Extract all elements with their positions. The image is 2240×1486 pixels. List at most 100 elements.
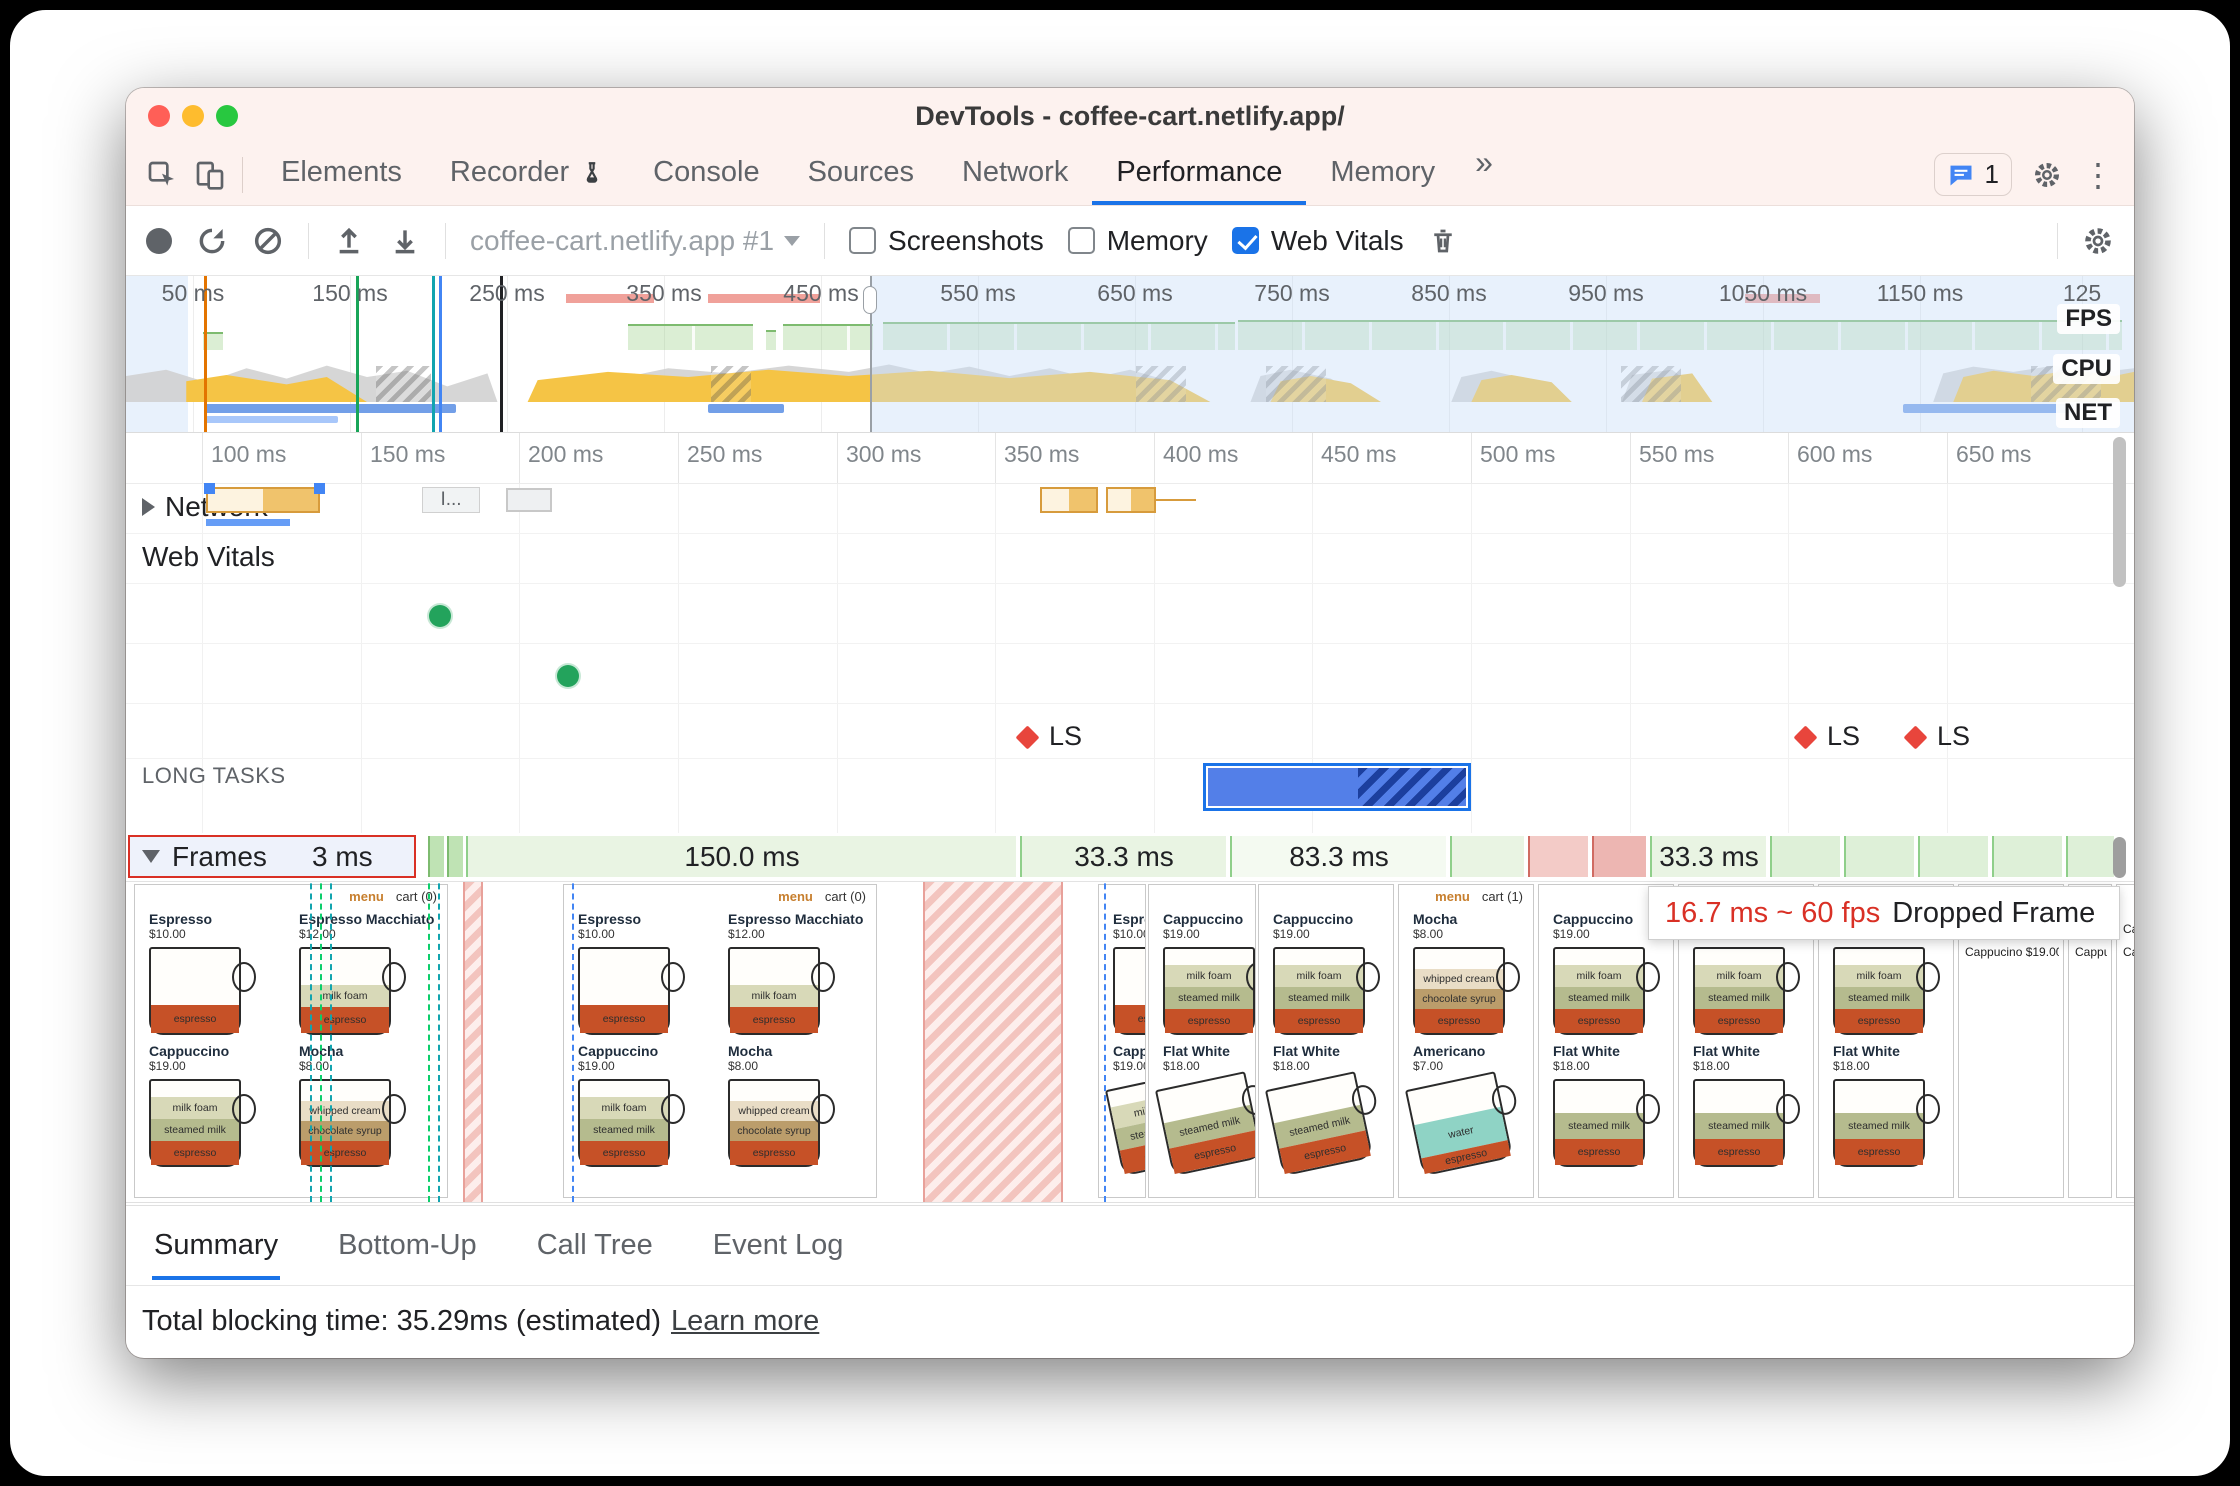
screenshots-checkbox[interactable]: [849, 227, 877, 254]
reload-and-record-icon[interactable]: [196, 225, 228, 257]
filmstrip-frame[interactable]: Cappucino $19.00 x 1 -+ Cappuc $19.0 -+: [2116, 884, 2134, 1198]
tab-call-tree[interactable]: Call Tree: [536, 1229, 653, 1261]
settings-gear-icon[interactable]: [2032, 160, 2062, 190]
overview-time-label: 550 ms: [940, 280, 1016, 306]
webvitals-checkbox-row[interactable]: Web Vitals: [1231, 225, 1404, 257]
frame-segment[interactable]: 33.3 ms: [1020, 836, 1226, 877]
tab-memory[interactable]: Memory: [1330, 156, 1436, 188]
frame-segment[interactable]: [2066, 836, 2114, 877]
frames-track-header-highlight[interactable]: Frames 3 ms: [128, 835, 416, 878]
cup-layer: steamed milk: [1555, 1113, 1643, 1139]
learn-more-link[interactable]: Learn more: [671, 1304, 820, 1337]
overview-gridline: [664, 276, 665, 432]
fps-bar: [628, 324, 753, 350]
record-button[interactable]: [146, 227, 172, 254]
tab-summary[interactable]: Summary: [152, 1211, 281, 1280]
frame-segment[interactable]: [1450, 836, 1524, 877]
tab-sources[interactable]: Sources: [807, 156, 914, 188]
trash-icon[interactable]: [1428, 226, 1458, 256]
cup-layer: whipped cream: [730, 1101, 818, 1121]
web-vitals-good-marker[interactable]: [557, 665, 579, 687]
network-request-bar[interactable]: [206, 487, 320, 513]
frame-segment[interactable]: [1592, 836, 1646, 877]
cup-layer: steamed milk: [1835, 1113, 1923, 1139]
ruler-divider: [126, 483, 2134, 484]
load-profile-icon[interactable]: [333, 225, 365, 257]
filmstrip-frame[interactable]: menu cart (1) Mocha $8.00 whipped cream c…: [1398, 884, 1534, 1198]
more-tabs-chevron-icon[interactable]: »: [1475, 144, 1493, 180]
overview-cpu-chart: [126, 350, 2134, 402]
expand-arrow-icon[interactable]: [142, 498, 155, 516]
close-window-button[interactable]: [148, 105, 170, 127]
app-menu-link: menu: [778, 889, 813, 904]
frame-segment[interactable]: [1992, 836, 2062, 877]
tab-bottom-up[interactable]: Bottom-Up: [338, 1229, 477, 1261]
kebab-menu-icon[interactable]: ⋮: [2082, 156, 2114, 193]
network-request-clipped[interactable]: I...: [422, 487, 480, 513]
tab-performance[interactable]: Performance: [1092, 144, 1307, 205]
network-request-bar[interactable]: [1040, 487, 1098, 513]
long-task-bar-selected[interactable]: [1203, 763, 1471, 811]
inspect-element-icon[interactable]: [146, 159, 178, 191]
zoom-window-button[interactable]: [216, 105, 238, 127]
timeline-overview[interactable]: 50 ms 150 ms 250 ms 350 ms 450 ms 550 ms 650 m…: [126, 276, 2134, 433]
message-bubble-icon: [1947, 161, 1975, 189]
minimize-window-button[interactable]: [182, 105, 204, 127]
long-tasks-track-header[interactable]: LONG TASKS: [142, 763, 286, 788]
tab-network[interactable]: Network: [961, 156, 1069, 188]
memory-checkbox-row[interactable]: Memory: [1067, 225, 1208, 257]
app-cart-link: cart (0): [824, 889, 866, 904]
coffee-menu-item: Espresso Macchiato $12.00 milk foam espre…: [720, 909, 870, 1041]
tab-elements[interactable]: Elements: [281, 156, 402, 188]
capture-settings-gear-icon[interactable]: [2082, 225, 2114, 257]
profile-select[interactable]: coffee-cart.netlify.app #1: [470, 225, 801, 257]
timeline-detail[interactable]: 100 ms 150 ms 200 ms 250 ms 300 ms 350 m…: [126, 433, 2134, 833]
frame-segment[interactable]: [1918, 836, 1988, 877]
vertical-scrollbar[interactable]: [2113, 437, 2126, 587]
clear-icon[interactable]: [252, 225, 284, 257]
coffee-name: Cappuccino: [1113, 1043, 1145, 1059]
cup-layer: espresso: [301, 1141, 389, 1165]
overview-window-edge[interactable]: [870, 276, 872, 432]
tab-recorder[interactable]: Recorder: [426, 144, 629, 205]
screenshots-checkbox-row[interactable]: Screenshots: [849, 225, 1044, 257]
frame-segment[interactable]: [447, 836, 463, 877]
ruler-tick: 650 ms: [1947, 433, 2031, 483]
network-request-bar[interactable]: [506, 488, 552, 512]
save-profile-icon[interactable]: [389, 225, 421, 257]
frame-segment[interactable]: [1770, 836, 1840, 877]
network-request-bar[interactable]: [1106, 487, 1156, 513]
issues-counter[interactable]: 1: [1933, 153, 2012, 196]
frame-segment[interactable]: 150.0 ms: [466, 836, 1016, 877]
coffee-price: $8.00: [1413, 927, 1444, 941]
filmstrip-frame[interactable]: menu cart (0) Espresso $10.00 espresso: [134, 884, 448, 1198]
cart-item-text: Cappuc $19.0: [2123, 944, 2134, 959]
web-vitals-track-header[interactable]: Web Vitals: [142, 541, 275, 572]
collapse-arrow-icon[interactable]: [142, 850, 160, 863]
web-vitals-good-marker[interactable]: [429, 605, 451, 627]
coffee-name: Cappuccino: [1163, 911, 1244, 927]
frame-segment[interactable]: 83.3 ms: [1230, 836, 1446, 877]
frames-track[interactable]: 150.0 ms 33.3 ms 83.3 ms 33.3 ms: [126, 833, 2134, 882]
app-header: menu cart (0): [564, 885, 876, 907]
filmstrip-frame[interactable]: Espresso $10.00 espresso Cappuccino $19.…: [1098, 884, 1146, 1198]
memory-checkbox[interactable]: [1067, 227, 1095, 254]
frame-segment[interactable]: 33.3 ms: [1650, 836, 1766, 877]
coffee-name: Espresso Macchiato: [728, 911, 864, 927]
frames-scrollbar[interactable]: [2113, 837, 2126, 878]
frame-segment[interactable]: [1844, 836, 1914, 877]
cpu-hatch-area: [711, 365, 751, 402]
coffee-menu-item: Mocha $8.00 whipped cream chocolate syrup…: [720, 1041, 870, 1173]
traffic-lights: [148, 105, 238, 127]
coffee-price: $12.00: [728, 927, 765, 941]
overview-window-handle[interactable]: [863, 286, 877, 314]
filmstrip-frame[interactable]: menu cart (0) Espresso $10.00 espresso: [563, 884, 877, 1198]
tab-console[interactable]: Console: [653, 156, 760, 188]
webvitals-checkbox[interactable]: [1231, 227, 1259, 254]
frame-segment[interactable]: [428, 836, 444, 877]
tab-event-log[interactable]: Event Log: [712, 1229, 844, 1261]
device-toolbar-icon[interactable]: [194, 159, 226, 191]
frame-segment[interactable]: [1528, 836, 1588, 877]
